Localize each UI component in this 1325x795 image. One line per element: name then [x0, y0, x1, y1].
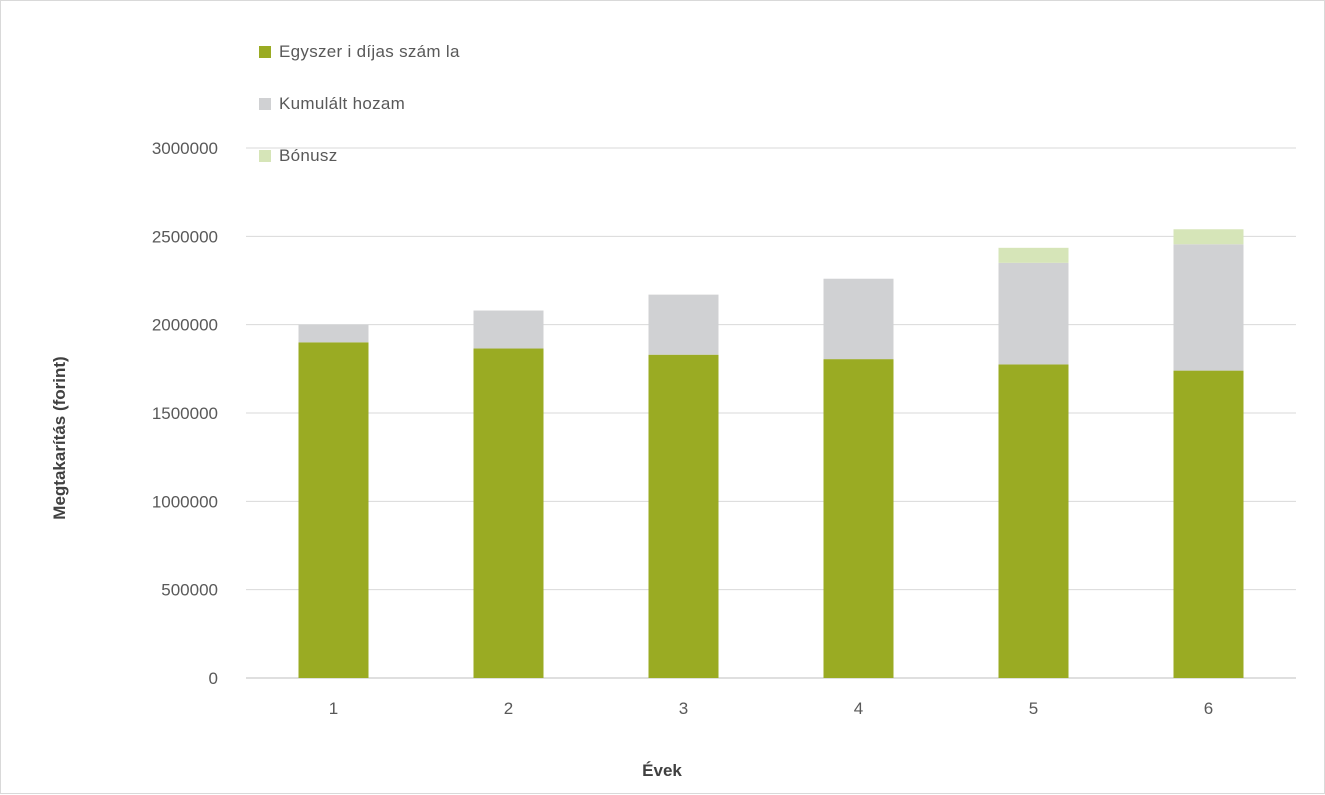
bar-b-nusz-6 [1173, 229, 1244, 245]
bar-b-nusz-5 [998, 247, 1069, 263]
y-axis-title: Megtakarítás (forint) [50, 356, 69, 520]
bar-kumul-lt-hozam-4 [823, 278, 894, 360]
x-tick-label-3: 3 [679, 699, 688, 718]
bar-kumul-lt-hozam-3 [648, 294, 719, 355]
bar-egyszer-i-d-jas-sz-m-la-3 [648, 354, 719, 678]
legend: Egyszer i díjas szám la Kumulált hozam B… [259, 39, 460, 195]
bar-egyszer-i-d-jas-sz-m-la-6 [1173, 370, 1244, 678]
bar-kumul-lt-hozam-6 [1173, 244, 1244, 371]
x-tick-label-6: 6 [1204, 699, 1213, 718]
x-tick-label-2: 2 [504, 699, 513, 718]
y-tick-label-1: 500000 [161, 581, 218, 600]
bar-egyszer-i-d-jas-sz-m-la-4 [823, 359, 894, 678]
legend-item-0: Egyszer i díjas szám la [259, 39, 460, 65]
bar-egyszer-i-d-jas-sz-m-la-1 [298, 342, 369, 678]
gridlines [246, 147, 1296, 679]
bar-kumul-lt-hozam-1 [298, 324, 369, 343]
x-tick-label-4: 4 [854, 699, 863, 718]
legend-item-1: Kumulált hozam [259, 91, 460, 117]
legend-label-0: Egyszer i díjas szám la [279, 42, 460, 61]
bar-egyszer-i-d-jas-sz-m-la-5 [998, 364, 1069, 678]
y-tick-label-6: 3000000 [152, 139, 218, 158]
legend-swatch-0 [259, 46, 271, 58]
bars [298, 229, 1244, 678]
legend-swatch-2 [259, 150, 271, 162]
bar-egyszer-i-d-jas-sz-m-la-2 [473, 348, 544, 678]
y-tick-label-5: 2500000 [152, 227, 218, 246]
tick-labels: 0 500000 1000000 1500000 2000000 2500000 30000… [152, 139, 1213, 718]
bar-kumul-lt-hozam-5 [998, 262, 1069, 365]
y-tick-label-4: 2000000 [152, 316, 218, 335]
x-tick-label-1: 1 [329, 699, 338, 718]
legend-label-2: Bónusz [279, 146, 338, 165]
x-axis-title: Évek [642, 761, 682, 780]
x-tick-label-5: 5 [1029, 699, 1038, 718]
legend-swatch-1 [259, 98, 271, 110]
bar-kumul-lt-hozam-2 [473, 310, 544, 349]
legend-label-1: Kumulált hozam [279, 94, 406, 113]
y-tick-label-0: 0 [209, 669, 218, 688]
y-tick-label-2: 1000000 [152, 492, 218, 511]
legend-item-2: Bónusz [259, 143, 460, 169]
y-tick-label-3: 1500000 [152, 404, 218, 423]
